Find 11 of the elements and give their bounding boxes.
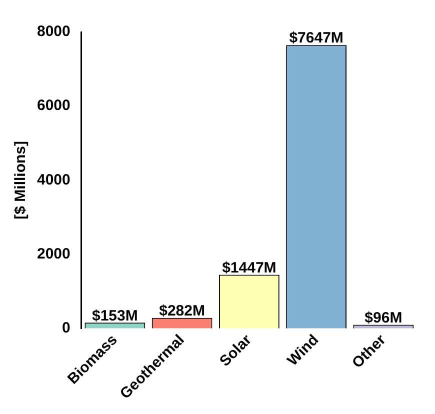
- data-label: $96M: [364, 309, 402, 326]
- y-tick-label: 2000: [36, 245, 70, 262]
- data-label: $7647M: [289, 30, 344, 47]
- data-label: $153M: [92, 307, 138, 324]
- y-tick-label: 0: [62, 319, 70, 336]
- y-tick-label: 4000: [36, 171, 70, 188]
- data-label: $1447M: [222, 259, 276, 276]
- y-tick-label: 8000: [36, 23, 70, 40]
- y-axis-title: [$ Millions]: [12, 140, 30, 220]
- y-tick-label: 6000: [36, 97, 70, 114]
- data-label: $282M: [159, 302, 205, 320]
